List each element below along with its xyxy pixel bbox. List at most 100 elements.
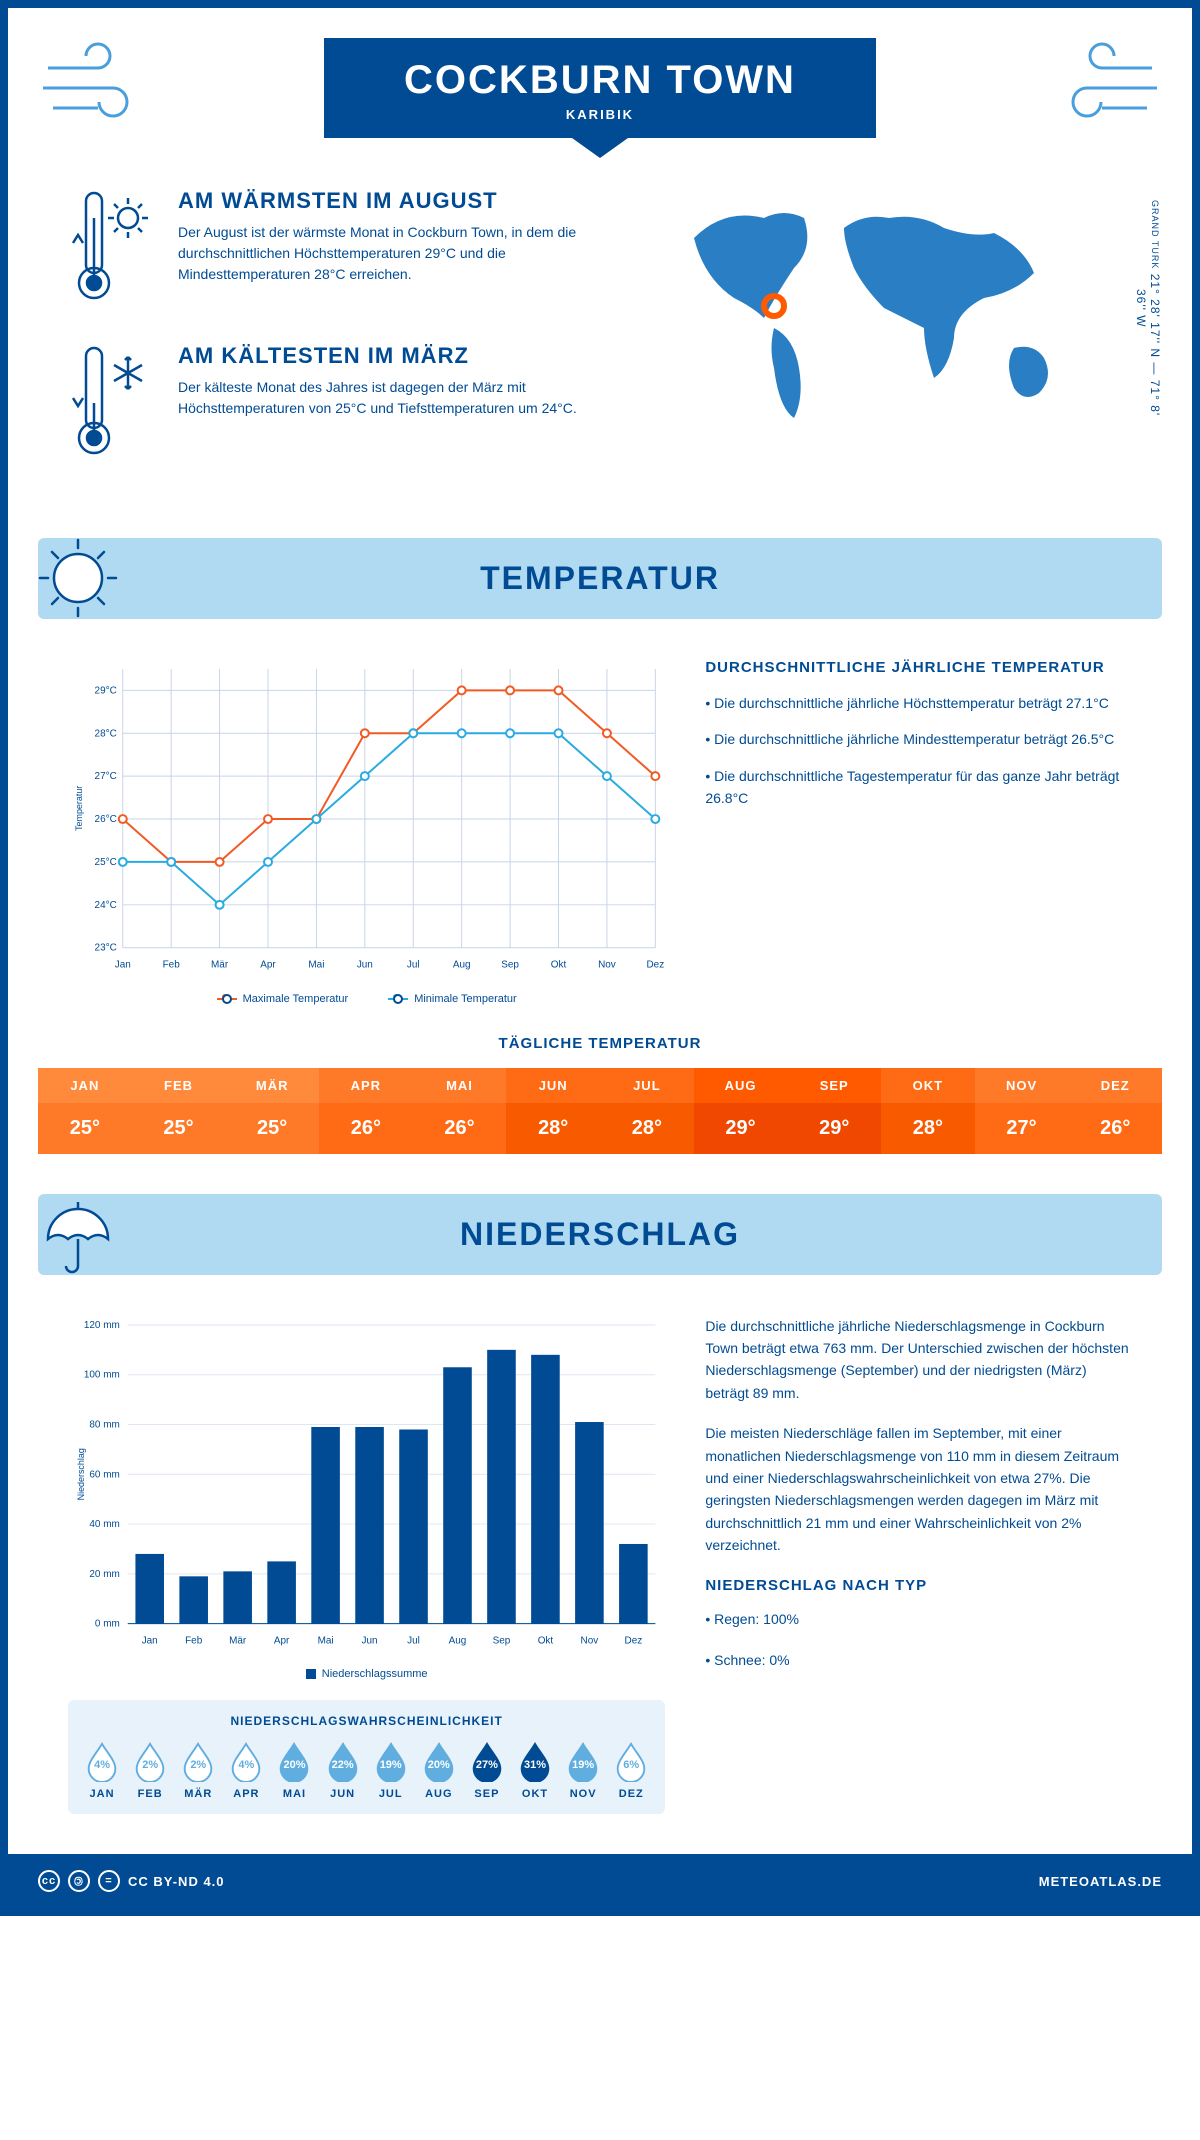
probability-value: 27% [476,1759,498,1771]
drop-icon: 4% [230,1742,262,1782]
svg-text:Feb: Feb [163,960,181,971]
table-column: DEZ 26° [1068,1068,1162,1154]
coord-location: GRAND TURK [1150,200,1160,269]
svg-text:Apr: Apr [260,960,276,971]
svg-text:Dez: Dez [646,960,664,971]
precipitation-info: Die durchschnittliche jährliche Niedersc… [705,1315,1132,1814]
month-header: SEP [787,1068,881,1103]
probability-value: 20% [428,1759,450,1771]
probability-item: 19% JUL [367,1742,415,1800]
temperature-section: 23°C24°C25°C26°C27°C28°C29°CJanFebMärApr… [8,619,1192,1035]
section-header-temperature: TEMPERATUR [38,538,1162,619]
temp-value: 28° [506,1103,600,1154]
fact-warmest: AM WÄRMSTEN IM AUGUST Der August ist der… [68,188,585,313]
svg-text:24°C: 24°C [95,900,117,911]
temp-value: 26° [319,1103,413,1154]
fact-title: AM KÄLTESTEN IM MÄRZ [178,343,585,369]
table-column: MÄR 25° [225,1068,319,1154]
probability-month: AUG [415,1788,463,1800]
drop-icon: 22% [327,1742,359,1782]
probability-month: APR [222,1788,270,1800]
temp-value: 28° [600,1103,694,1154]
probability-item: 31% OKT [511,1742,559,1800]
page-title: COCKBURN TOWN [404,58,796,103]
legend-item: Niederschlagssumme [306,1668,428,1680]
month-header: MAI [413,1068,507,1103]
fact-text: Der August ist der wärmste Monat in Cock… [178,222,585,285]
probability-item: 22% JUN [319,1742,367,1800]
temp-value: 25° [38,1103,132,1154]
svg-text:Okt: Okt [551,960,567,971]
svg-text:Apr: Apr [274,1635,290,1646]
probability-item: 4% JAN [78,1742,126,1800]
section-title: NIEDERSCHLAG [460,1216,740,1252]
svg-text:28°C: 28°C [95,728,117,739]
thermometer-sun-icon [68,188,158,313]
probability-value: 6% [623,1759,639,1771]
info-bullet: • Die durchschnittliche Tagestemperatur … [705,765,1132,810]
svg-text:Jun: Jun [362,1635,378,1646]
world-map [664,188,1084,428]
table-column: JAN 25° [38,1068,132,1154]
svg-text:Okt: Okt [538,1635,554,1646]
svg-text:23°C: 23°C [95,943,117,954]
header: COCKBURN TOWN KARIBIK [8,8,1192,188]
table-column: JUL 28° [600,1068,694,1154]
wind-icon [38,38,158,138]
info-bullet: • Die durchschnittliche jährliche Höchst… [705,692,1132,714]
month-header: OKT [881,1068,975,1103]
probability-item: 2% MÄR [174,1742,222,1800]
probability-item: 27% SEP [463,1742,511,1800]
probability-month: JAN [78,1788,126,1800]
temp-value: 27° [975,1103,1069,1154]
table-title: TÄGLICHE TEMPERATUR [38,1035,1162,1052]
temp-value: 26° [1068,1103,1162,1154]
drop-icon: 6% [615,1742,647,1782]
svg-text:Temperatur: Temperatur [74,786,84,831]
facts-column: AM WÄRMSTEN IM AUGUST Der August ist der… [68,188,585,498]
temp-value: 25° [225,1103,319,1154]
chart-legend: Niederschlagssumme [68,1668,665,1680]
month-header: JAN [38,1068,132,1103]
nd-icon: = [98,1870,120,1892]
legend-item: Minimale Temperatur [388,993,517,1005]
table-column: NOV 27° [975,1068,1069,1154]
title-banner: COCKBURN TOWN KARIBIK [324,38,876,138]
umbrella-icon [28,1184,128,1284]
legend-label: Minimale Temperatur [414,993,517,1005]
month-header: NOV [975,1068,1069,1103]
month-header: JUL [600,1068,694,1103]
probability-item: 6% DEZ [607,1742,655,1800]
precipitation-section: 0 mm20 mm40 mm60 mm80 mm100 mm120 mmNied… [8,1275,1192,1854]
svg-text:Jul: Jul [407,960,420,971]
sun-icon [28,528,128,628]
probability-value: 4% [94,1759,110,1771]
table-column: OKT 28° [881,1068,975,1154]
probability-month: MÄR [174,1788,222,1800]
month-header: AUG [694,1068,788,1103]
probability-value: 19% [572,1759,594,1771]
precip-paragraph: Die meisten Niederschläge fallen im Sept… [705,1422,1132,1556]
temperature-line-chart: 23°C24°C25°C26°C27°C28°C29°CJanFebMärApr… [68,659,665,1005]
probability-month: SEP [463,1788,511,1800]
legend-label: Niederschlagssumme [322,1668,428,1680]
legend-label: Maximale Temperatur [243,993,349,1005]
svg-text:100 mm: 100 mm [84,1369,120,1380]
drop-icon: 20% [278,1742,310,1782]
probability-value: 22% [332,1759,354,1771]
cc-icon: cc [38,1870,60,1892]
svg-text:Niederschlag: Niederschlag [76,1448,86,1500]
fact-coldest: AM KÄLTESTEN IM MÄRZ Der kälteste Monat … [68,343,585,468]
svg-text:Nov: Nov [598,960,616,971]
info-bullet: • Die durchschnittliche jährliche Mindes… [705,728,1132,750]
thermometer-snow-icon [68,343,158,468]
type-bullet: • Regen: 100% [705,1608,1132,1630]
probability-row: 4% JAN 2% FEB 2% MÄR 4% APR 20% MAI 22% … [78,1742,655,1800]
brand: METEOATLAS.DE [1039,1874,1162,1889]
svg-text:29°C: 29°C [95,685,117,696]
month-header: FEB [132,1068,226,1103]
probability-value: 31% [524,1759,546,1771]
svg-text:Sep: Sep [501,960,519,971]
drop-icon: 19% [375,1742,407,1782]
month-header: DEZ [1068,1068,1162,1103]
